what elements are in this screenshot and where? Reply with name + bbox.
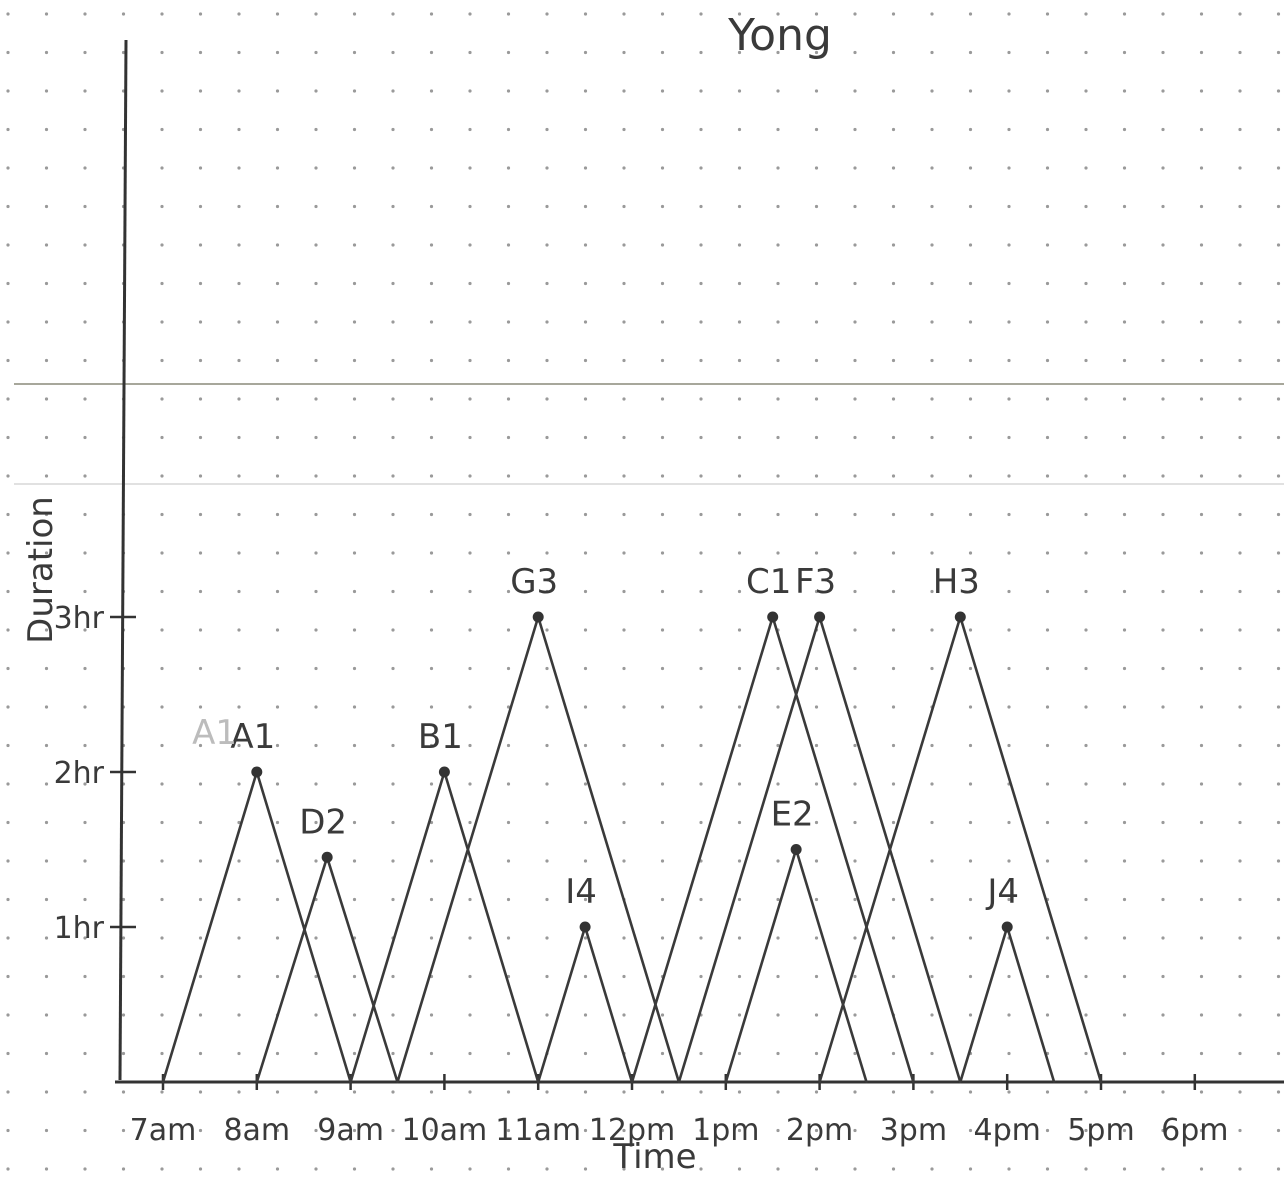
point-label-g3: G3 — [510, 562, 558, 602]
data-point-b1 — [438, 766, 450, 778]
point-label-f3: F3 — [795, 562, 836, 602]
x-tick-label: 12pm — [589, 1113, 675, 1148]
data-point-j4 — [1001, 921, 1013, 933]
x-tick-label: 5pm — [1067, 1113, 1134, 1148]
y-axis-label: Duration — [21, 496, 61, 644]
x-tick-label: 11am — [495, 1113, 581, 1148]
y-tick-label: 2hr — [54, 756, 105, 791]
data-point-g3 — [532, 611, 544, 623]
y-tick-label: 1hr — [54, 911, 105, 946]
point-label-j4: J4 — [985, 872, 1019, 912]
x-axis-label: Time — [612, 1137, 696, 1177]
point-label-h3: H3 — [933, 562, 980, 602]
data-point-a1 — [251, 766, 263, 778]
data-point-d2 — [321, 851, 333, 863]
x-tick-label: 6pm — [1161, 1113, 1228, 1148]
data-point-c1 — [767, 611, 779, 623]
x-tick-label: 4pm — [974, 1113, 1041, 1148]
point-label-c1: C1 — [746, 562, 791, 602]
x-tick-label: 1pm — [692, 1113, 759, 1148]
data-point-h3 — [954, 611, 966, 623]
x-tick-label: 7am — [130, 1113, 197, 1148]
x-tick-label: 9am — [317, 1113, 384, 1148]
data-point-f3 — [814, 611, 826, 623]
axes: 7am 8am 9am 10am 11am 12pm 1pm 2pm 3pm 4pm 5pm 6pm 1… — [54, 39, 1284, 1148]
point-label-a1: A1 — [230, 717, 275, 757]
x-tick-label: 3pm — [880, 1113, 947, 1148]
point-label-i4: I4 — [565, 872, 597, 912]
chart-marks: A1 D2 B1 G3 I4 C1 E2 F3 H3 J4 A1 — [161, 562, 1103, 1084]
data-point-i4 — [579, 921, 591, 933]
faint-annotation: A1 — [192, 713, 237, 753]
point-label-d2: D2 — [299, 802, 347, 842]
x-tick-label: 8am — [223, 1113, 290, 1148]
x-tick-label: 2pm — [786, 1113, 853, 1148]
point-label-e2: E2 — [771, 795, 814, 835]
data-point-e2 — [790, 844, 802, 855]
point-label-b1: B1 — [418, 717, 463, 757]
y-tick-label: 3hr — [54, 601, 105, 636]
x-tick-label: 10am — [402, 1113, 488, 1148]
chart-title: Yong — [727, 10, 832, 61]
y-axis — [118, 39, 128, 1081]
